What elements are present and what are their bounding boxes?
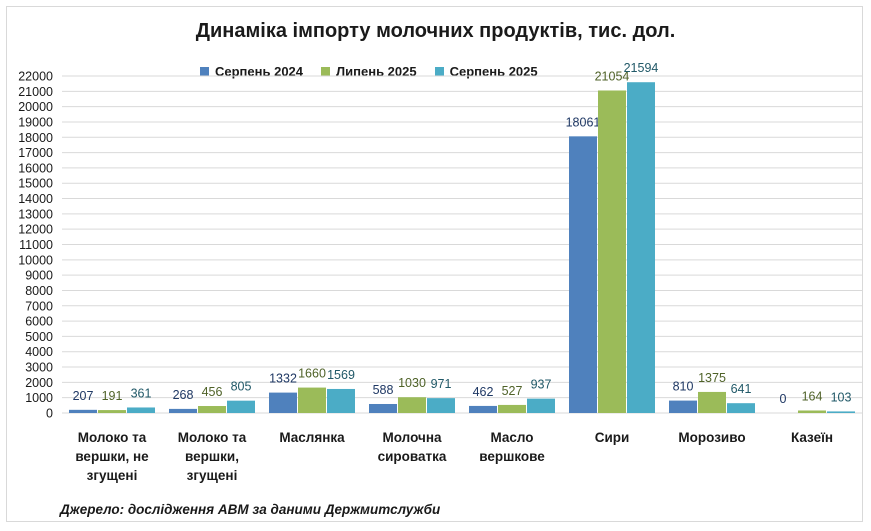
x-category-label: Молоко та вершки, згущені: [178, 430, 247, 483]
bar: [69, 409, 97, 413]
y-tick-label: 5000: [25, 330, 53, 344]
data-label: 191: [102, 389, 123, 403]
y-tick-label: 18000: [18, 131, 53, 145]
bar: [198, 406, 226, 413]
data-label: 1332: [269, 372, 297, 386]
y-tick-label: 14000: [18, 192, 53, 206]
x-category-label: Маслянка: [279, 430, 345, 445]
data-label: 21054: [595, 69, 630, 83]
legend-item-series-3: Серпень 2025: [434, 64, 538, 79]
legend-swatch: [434, 67, 444, 76]
y-tick-label: 13000: [18, 207, 53, 221]
y-tick-label: 21000: [18, 85, 53, 99]
bar: [369, 403, 397, 413]
bar: [627, 82, 655, 414]
data-label: 810: [673, 380, 694, 394]
y-tick-label: 20000: [18, 100, 53, 114]
y-tick-label: 9000: [25, 269, 53, 283]
x-category-label: Масло вершкове: [479, 430, 545, 464]
bar: [669, 400, 697, 413]
bar: [427, 398, 455, 413]
data-label: 1660: [298, 367, 326, 381]
data-label: 1375: [698, 371, 726, 385]
x-category-label: Сири: [595, 430, 630, 445]
bar: [527, 398, 555, 413]
data-label: 456: [202, 385, 223, 399]
data-label: 164: [802, 389, 823, 403]
y-tick-label: 10000: [18, 253, 53, 267]
bar: [698, 391, 726, 413]
data-label: 805: [231, 380, 252, 394]
data-label: 527: [502, 384, 523, 398]
data-label: 0: [780, 392, 787, 406]
legend-swatch: [321, 67, 331, 76]
y-tick-label: 6000: [25, 315, 53, 329]
y-tick-label: 19000: [18, 115, 53, 129]
bar: [169, 408, 197, 413]
y-tick-label: 12000: [18, 223, 53, 237]
chart-frame: [6, 6, 863, 522]
bar: [269, 392, 297, 413]
data-label: 103: [831, 390, 852, 404]
x-category-label: Молочна сироватка: [378, 430, 447, 464]
y-tick-label: 8000: [25, 284, 53, 298]
data-label: 207: [73, 389, 94, 403]
data-label: 937: [531, 378, 552, 392]
legend-item-series-1: Серпень 2024: [200, 64, 303, 79]
chart-title: Динаміка імпорту молочних продуктів, тис…: [195, 20, 676, 42]
legend-swatch: [200, 67, 209, 76]
source-note: Джерело: дослідження АВМ за даними Держм…: [60, 502, 441, 517]
data-label: 462: [473, 385, 494, 399]
x-category-label: Молоко та вершки, не згущені: [75, 430, 149, 483]
y-tick-label: 15000: [18, 177, 53, 191]
legend-item-series-2: Липень 2025: [321, 64, 417, 79]
bar: [798, 410, 826, 413]
bar: [498, 404, 526, 413]
y-tick-label: 2000: [25, 376, 53, 390]
y-tick-label: 11000: [19, 238, 53, 252]
legend-label: Серпень 2024: [215, 64, 304, 79]
bar: [727, 403, 755, 413]
legend-label: Липень 2025: [336, 64, 417, 79]
bar: [569, 136, 597, 413]
bar: [127, 407, 155, 413]
data-label: 588: [373, 383, 394, 397]
data-label: 1030: [398, 376, 426, 390]
data-label: 971: [431, 377, 452, 391]
bar: [598, 90, 626, 413]
x-category-label: Казеїн: [791, 430, 833, 445]
y-tick-label: 22000: [18, 70, 53, 84]
y-tick-label: 1000: [25, 391, 53, 405]
y-tick-label: 17000: [18, 146, 53, 160]
bar: [327, 388, 355, 413]
y-tick-label: 7000: [25, 299, 53, 313]
data-label: 18061: [566, 115, 601, 129]
x-category-label: Морозиво: [678, 430, 745, 445]
bar: [469, 405, 497, 413]
legend-label: Серпень 2025: [449, 64, 538, 79]
bar: [398, 397, 426, 413]
data-label: 1569: [327, 368, 355, 382]
y-tick-label: 4000: [25, 345, 53, 359]
y-tick-label: 16000: [18, 161, 53, 175]
data-label: 641: [731, 382, 752, 396]
data-label: 361: [131, 386, 152, 400]
y-tick-label: 0: [46, 407, 53, 421]
data-label: 268: [173, 388, 194, 402]
data-label: 21594: [624, 61, 659, 75]
bar: [827, 411, 855, 413]
bar: [227, 400, 255, 413]
bar: [98, 410, 126, 413]
y-tick-label: 3000: [25, 361, 53, 375]
legend: Серпень 2024 Липень 2025 Серпень 2025: [200, 64, 538, 79]
bar: [298, 387, 326, 413]
